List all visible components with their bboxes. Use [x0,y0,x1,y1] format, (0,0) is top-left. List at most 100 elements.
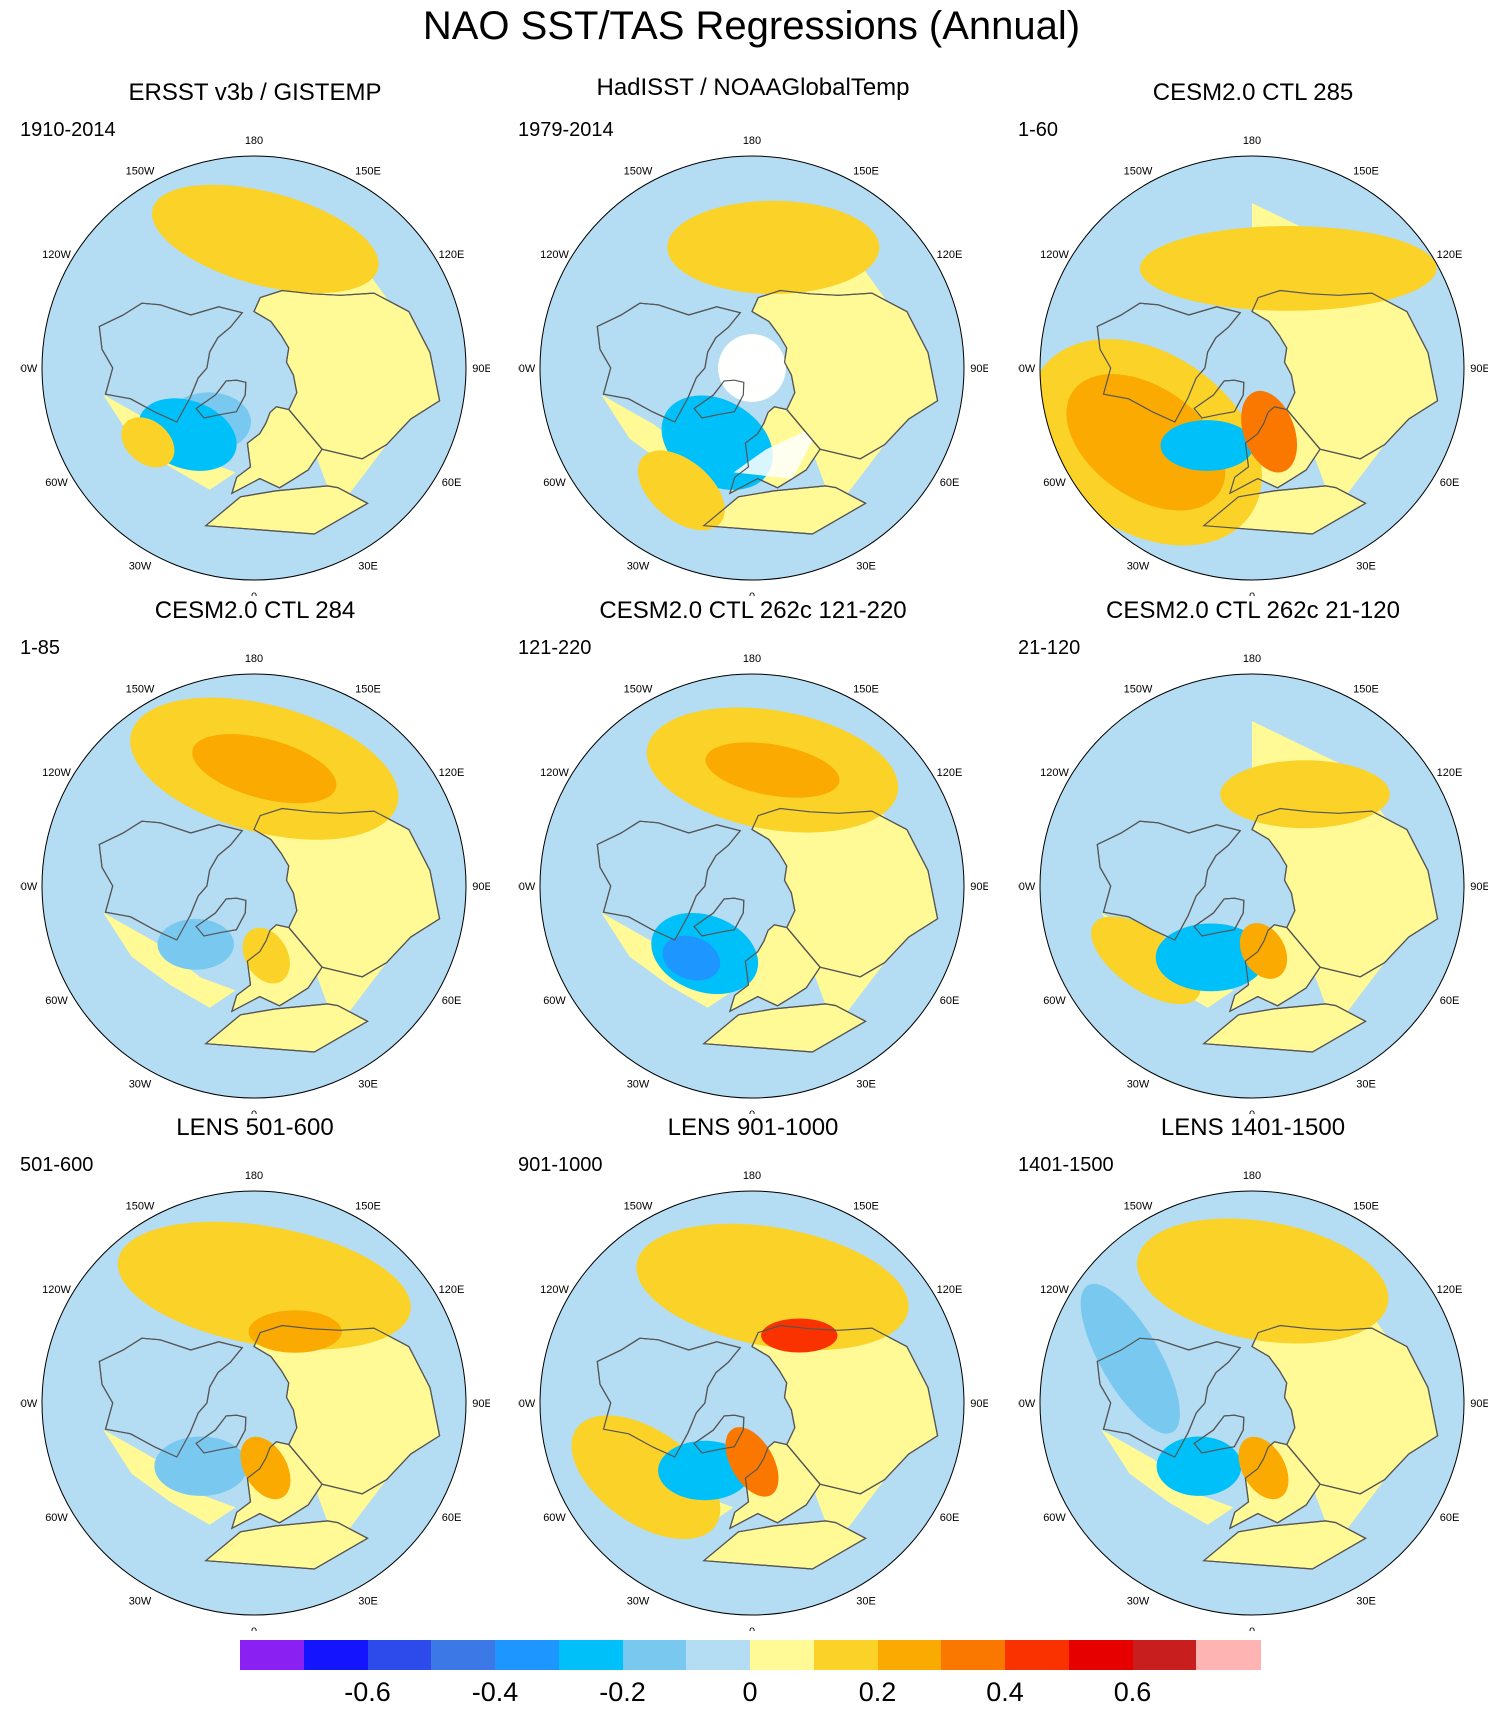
coastline-africa [204,1003,369,1053]
anomaly-feature [571,1415,721,1540]
longitude-label: 150E [355,684,381,696]
colorbar-box [303,1640,368,1670]
anomaly-feature [1238,1436,1289,1500]
polar-map: 180 150E 120E 90E 60E 30E 0 30W 60W 90W 120W 150W [20,653,490,1114]
coastline-asia [751,807,939,978]
anomaly-feature [242,927,290,984]
longitude-label: 30W [1127,561,1150,573]
longitude-label: 60E [442,995,462,1007]
longitude-label: 30W [129,1596,152,1608]
longitude-label: 60W [1043,1512,1066,1524]
anomaly-feature [637,450,725,531]
map-panel-cesm-ctl-284: 180 150E 120E 90E 60E 30E 0 30W 60W 90W 120W 150W C… [20,596,490,1114]
longitude-label: 30E [856,1596,876,1608]
panel-period: 901-1000 [518,1154,603,1176]
coastline-asia [253,807,441,978]
longitude-label: 60E [442,477,462,489]
longitude-label: 90E [970,881,988,893]
anomaly-feature [667,200,880,294]
longitude-label: 90W [1018,363,1036,375]
colorbar-tick-label: 0 [742,1677,758,1707]
figure-title: NAO SST/TAS Regressions (Annual) [422,4,1081,48]
colorbar-box [240,1640,305,1670]
colorbar-box [877,1640,942,1670]
longitude-label: 150E [853,1201,879,1213]
longitude-label: 150E [853,684,879,696]
coastline-asia [253,289,441,460]
coastline-greenland [693,897,745,937]
polar-map: 180 150E 120E 90E 60E 30E 0 30W 60W 90W 120W 150W [1018,653,1488,1114]
anomaly-feature [725,1427,779,1497]
coastline-namerica [596,1337,742,1458]
longitude-label: 150W [1124,1201,1153,1213]
longitude-label: 30E [1356,1079,1376,1091]
longitude-label: 30W [1127,1079,1150,1091]
longitude-label: 60E [1440,995,1460,1007]
coastline-europe [1228,1441,1321,1530]
longitude-label: 0 [1249,591,1255,596]
longitude-label: 150W [1124,684,1153,696]
colorbar-box [1068,1640,1133,1670]
longitude-label: 150W [624,1201,653,1213]
longitude-label: 120E [937,249,963,261]
longitude-label: 90W [1018,881,1036,893]
longitude-label: 150W [624,684,653,696]
panel-period: 121-220 [518,637,592,659]
anomaly-feature [705,742,840,798]
longitude-label: 150W [1124,166,1153,178]
panel-period: 501-600 [20,1154,94,1176]
longitude-label: 60W [45,995,68,1007]
coastline-namerica [596,820,742,941]
colorbar-tick-label: 0.6 [1113,1677,1152,1707]
anomaly-feature [761,1318,838,1353]
longitude-label: 30W [1127,1596,1150,1608]
coastline-africa [204,485,369,535]
coastline-greenland [1193,1414,1245,1454]
longitude-label: 90W [20,881,38,893]
coastline-namerica [1096,302,1242,423]
longitude-label: 90W [518,881,536,893]
anomaly-feature [1155,923,1266,992]
longitude-label: 120W [42,1284,71,1296]
longitude-label: 60W [543,477,566,489]
map-boundary [539,1190,965,1616]
anomaly-feature [157,918,234,970]
coastline-asia [751,289,939,460]
coastline-africa [702,485,867,535]
longitude-label: 120E [439,767,465,779]
coastline-asia [1251,807,1439,978]
longitude-label: 30E [358,1596,378,1608]
longitude-label: 60W [45,477,68,489]
longitude-label: 90W [518,363,536,375]
colorbar-box [558,1640,623,1670]
map-panel-cesm-262c-121-220: 180 150E 120E 90E 60E 30E 0 30W 60W 90W 120W 150W C… [518,596,988,1114]
longitude-label: 180 [1243,135,1261,147]
longitude-label: 30E [1356,1596,1376,1608]
panel-title: LENS 1401-1500 [1160,1114,1346,1141]
longitude-label: 150W [126,166,155,178]
panel-period: 1401-1500 [1018,1154,1114,1176]
map-panel-lens-901-1000: 180 150E 120E 90E 60E 30E 0 30W 60W 90W 120W 150W L… [518,1113,988,1631]
coastline-namerica [98,1337,244,1458]
anomaly-feature [192,734,337,804]
colorbar-box [1005,1640,1070,1670]
longitude-label: 90E [472,363,490,375]
colorbar-tick-label: -0.6 [344,1677,391,1707]
missing-data-mask [733,431,813,479]
coastline-namerica [98,302,244,423]
coastline-europe [230,924,323,1013]
longitude-label: 90E [970,363,988,375]
panel-title: ERSST v3b / GISTEMP [128,79,382,106]
longitude-label: 180 [245,1170,263,1182]
longitude-label: 60E [940,995,960,1007]
panel-period: 1979-2014 [518,119,614,141]
coastline-greenland [1193,897,1245,937]
longitude-label: 90E [970,1398,988,1410]
coastline-africa [1202,485,1367,535]
anomaly-feature [117,1221,411,1350]
anomaly-feature [1137,1218,1389,1344]
coastline-asia [751,1324,939,1495]
longitude-label: 120W [1040,767,1069,779]
longitude-label: 150W [126,684,155,696]
map-panel-lens-1401-1500: 180 150E 120E 90E 60E 30E 0 30W 60W 90W 120W 150W L… [1018,1113,1488,1631]
